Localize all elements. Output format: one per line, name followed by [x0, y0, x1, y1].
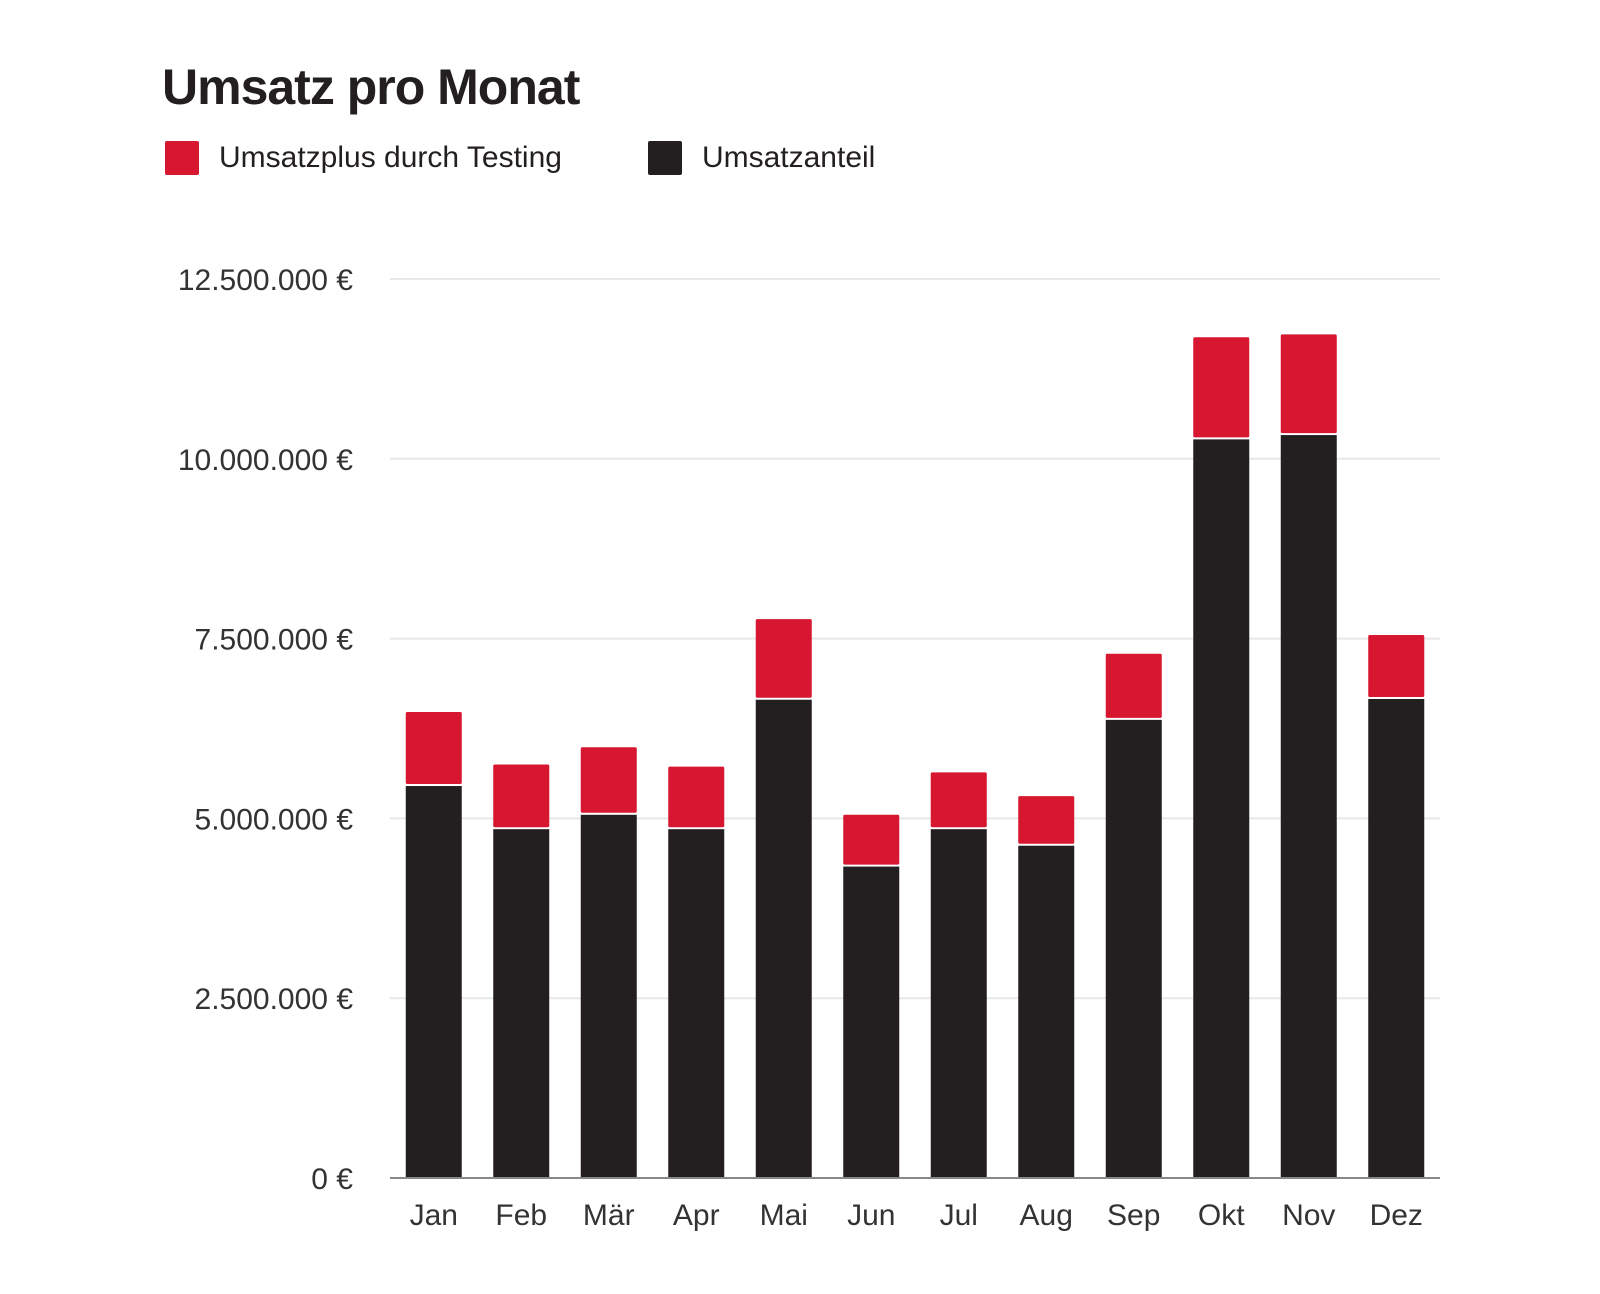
chart-title: Umsatz pro Monat	[162, 59, 580, 115]
bar-umsatzplus	[1105, 653, 1162, 718]
bar-umsatzplus	[668, 766, 725, 828]
bar-umsatzplus	[580, 747, 637, 813]
legend-label-base: Umsatzanteil	[701, 141, 876, 174]
y-tick-label: 10.000.000 €	[178, 444, 353, 477]
x-tick-label: Dez	[1370, 1199, 1423, 1232]
x-tick-label: Mär	[583, 1199, 635, 1232]
bar-umsatzanteil	[580, 814, 637, 1178]
bar-umsatzanteil	[668, 829, 725, 1178]
x-tick-label: Jul	[940, 1199, 978, 1232]
legend-swatch-plus	[165, 141, 199, 175]
bar-umsatzanteil	[405, 786, 462, 1178]
legend-item-plus: Umsatzplus durch Testing	[165, 141, 562, 175]
bar-umsatzplus	[930, 772, 987, 828]
y-tick-label: 2.500.000 €	[195, 983, 354, 1016]
x-tick-label: Nov	[1282, 1199, 1335, 1232]
bar-umsatzanteil	[930, 829, 987, 1178]
bar-umsatzplus	[1368, 635, 1425, 698]
bar-umsatzanteil	[843, 866, 900, 1178]
y-tick-label: 7.500.000 €	[195, 624, 354, 657]
bar-umsatzplus	[755, 619, 812, 698]
bar-umsatzplus	[843, 814, 900, 865]
legend-label-plus: Umsatzplus durch Testing	[219, 141, 562, 174]
x-tick-label: Aug	[1020, 1199, 1073, 1232]
bar-umsatzplus	[1193, 337, 1250, 438]
bar-umsatzanteil	[755, 699, 812, 1178]
legend: Umsatzplus durch Testing Umsatzanteil	[165, 141, 961, 175]
bar-umsatzanteil	[493, 829, 550, 1178]
x-tick-label: Apr	[673, 1199, 720, 1232]
x-tick-label: Jun	[847, 1199, 895, 1232]
legend-swatch-base	[647, 141, 682, 175]
x-tick-label: Mai	[760, 1199, 808, 1232]
bar-umsatzanteil	[1018, 845, 1075, 1178]
bar-umsatzanteil	[1105, 719, 1162, 1178]
bar-umsatzanteil	[1193, 439, 1250, 1178]
x-tick-label: Jan	[410, 1199, 458, 1232]
bar-umsatzplus	[1280, 334, 1337, 434]
y-tick-label: 5.000.000 €	[195, 803, 354, 836]
x-tick-label: Okt	[1198, 1199, 1245, 1232]
x-tick-label: Feb	[495, 1199, 547, 1232]
bar-umsatzplus	[1018, 796, 1075, 844]
x-tick-label: Sep	[1107, 1199, 1160, 1232]
y-tick-label: 0 €	[311, 1163, 353, 1196]
bar-umsatzplus	[405, 711, 462, 785]
y-tick-label: 12.500.000 €	[178, 264, 353, 297]
bar-umsatzanteil	[1280, 435, 1337, 1178]
legend-item-base: Umsatzanteil	[647, 141, 876, 175]
bar-umsatzplus	[493, 764, 550, 828]
bar-umsatzanteil	[1368, 699, 1425, 1178]
